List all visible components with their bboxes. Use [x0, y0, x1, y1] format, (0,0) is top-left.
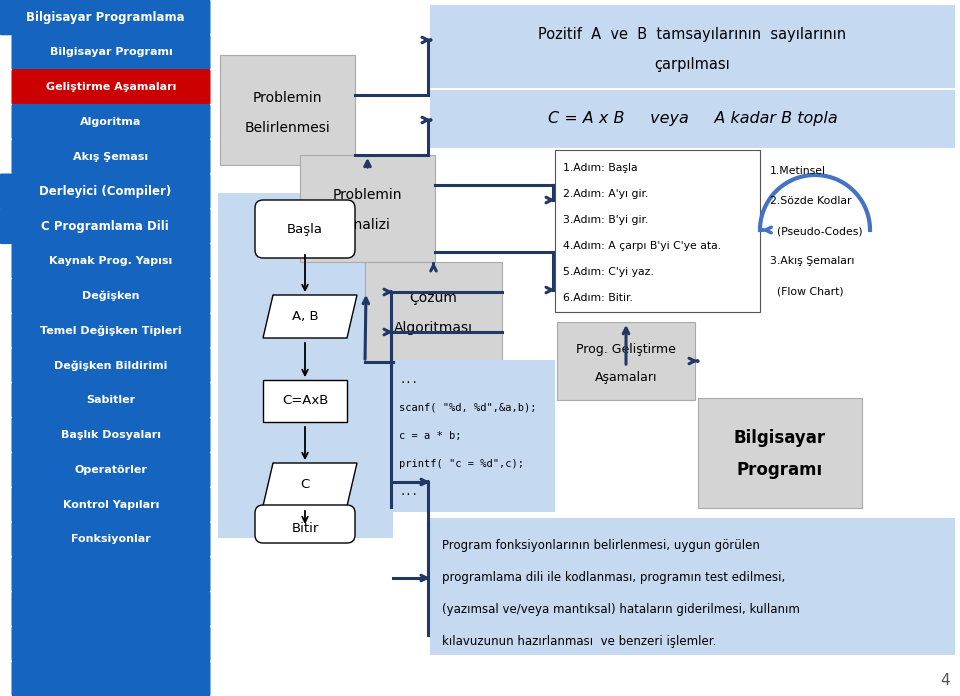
Text: 3.Adım: B'yi gir.: 3.Adım: B'yi gir.	[563, 215, 648, 225]
Text: C=AxB: C=AxB	[282, 395, 328, 407]
Text: Pozitif  A  ve  B  tamsayılarının  sayılarının: Pozitif A ve B tamsayılarının sayılarını…	[539, 28, 847, 42]
Bar	[220, 55, 355, 165]
Text: (Pseudo-Codes): (Pseudo-Codes)	[770, 226, 863, 236]
Text: Bilgisayar: Bilgisayar	[734, 429, 826, 447]
FancyBboxPatch shape	[12, 521, 210, 557]
Bar	[365, 262, 502, 362]
FancyBboxPatch shape	[12, 556, 210, 592]
Text: 6.Adım: Bitir.: 6.Adım: Bitir.	[563, 293, 633, 303]
Text: Fonksiyonlar: Fonksiyonlar	[71, 535, 151, 544]
Text: Kontrol Yapıları: Kontrol Yapıları	[62, 500, 159, 509]
Text: C: C	[300, 478, 310, 491]
Text: Algoritma: Algoritma	[81, 117, 142, 127]
Text: kılavuzunun hazırlanması  ve benzeri işlemler.: kılavuzunun hazırlanması ve benzeri işle…	[442, 635, 716, 649]
Text: C Programlama Dili: C Programlama Dili	[41, 220, 169, 232]
Text: Programı: Programı	[737, 461, 823, 479]
Text: 3.Akış Şemaları: 3.Akış Şemaları	[770, 256, 854, 266]
Text: ...: ...	[399, 487, 418, 497]
FancyBboxPatch shape	[12, 347, 210, 383]
Text: Operatörler: Operatörler	[75, 465, 148, 475]
Text: 4.Adım: A çarpı B'yi C'ye ata.: 4.Adım: A çarpı B'yi C'ye ata.	[563, 241, 721, 251]
Text: Algoritması: Algoritması	[394, 321, 473, 335]
FancyBboxPatch shape	[12, 591, 210, 627]
Bar	[263, 380, 347, 422]
Text: 4: 4	[941, 673, 950, 688]
Bar	[218, 193, 393, 538]
FancyBboxPatch shape	[0, 173, 210, 209]
Bar	[212, 0, 960, 696]
Text: Analizi: Analizi	[345, 218, 391, 232]
Text: 1.Metinsel: 1.Metinsel	[770, 166, 826, 176]
Text: C = A x B     veya     A kadar B topla: C = A x B veya A kadar B topla	[548, 111, 837, 127]
FancyBboxPatch shape	[12, 243, 210, 279]
Text: Değişken Bildirimi: Değişken Bildirimi	[55, 360, 168, 371]
FancyBboxPatch shape	[12, 417, 210, 453]
Text: ...: ...	[399, 375, 418, 385]
FancyBboxPatch shape	[12, 626, 210, 662]
Text: programlama dili ile kodlanması, programın test edilmesi,: programlama dili ile kodlanması, program…	[442, 571, 785, 585]
Bar	[393, 360, 555, 512]
Bar	[557, 322, 695, 400]
Bar	[430, 90, 955, 148]
Polygon shape	[263, 463, 357, 506]
Text: scanf( "%d, %d",&a,b);: scanf( "%d, %d",&a,b);	[399, 403, 537, 413]
Text: Bitir: Bitir	[291, 521, 319, 535]
FancyBboxPatch shape	[12, 104, 210, 140]
FancyBboxPatch shape	[12, 661, 210, 696]
Text: 5.Adım: C'yi yaz.: 5.Adım: C'yi yaz.	[563, 267, 654, 277]
Text: Akış Şeması: Akış Şeması	[73, 152, 149, 161]
FancyBboxPatch shape	[255, 200, 355, 258]
FancyBboxPatch shape	[12, 34, 210, 70]
Bar	[430, 5, 955, 88]
Text: 2.Sözde Kodlar: 2.Sözde Kodlar	[770, 196, 852, 206]
FancyBboxPatch shape	[0, 0, 210, 35]
Text: Bilgisayar Programı: Bilgisayar Programı	[50, 47, 173, 57]
Text: printf( "c = %d",c);: printf( "c = %d",c);	[399, 459, 524, 469]
FancyBboxPatch shape	[12, 382, 210, 418]
Polygon shape	[263, 295, 357, 338]
Text: Prog. Geliştirme: Prog. Geliştirme	[576, 344, 676, 356]
Text: (yazımsal ve/veya mantıksal) hataların giderilmesi, kullanım: (yazımsal ve/veya mantıksal) hataların g…	[442, 603, 800, 617]
Text: 1.Adım: Başla: 1.Adım: Başla	[563, 163, 637, 173]
Bar	[698, 398, 862, 508]
Text: çarpılması: çarpılması	[655, 58, 731, 72]
Text: Aşamaları: Aşamaları	[595, 372, 658, 384]
FancyBboxPatch shape	[12, 313, 210, 349]
FancyBboxPatch shape	[12, 278, 210, 314]
FancyBboxPatch shape	[12, 69, 210, 105]
Text: Çözüm: Çözüm	[410, 291, 457, 305]
FancyBboxPatch shape	[0, 208, 210, 244]
Bar	[555, 150, 760, 312]
FancyBboxPatch shape	[12, 139, 210, 175]
Text: Temel Değişken Tipleri: Temel Değişken Tipleri	[40, 325, 181, 336]
Text: 2.Adım: A'yı gir.: 2.Adım: A'yı gir.	[563, 189, 648, 199]
Text: Problemin: Problemin	[333, 188, 402, 202]
Text: Belirlenmesi: Belirlenmesi	[245, 121, 330, 135]
Text: Başlık Dosyaları: Başlık Dosyaları	[61, 430, 161, 440]
Text: Değişken: Değişken	[83, 290, 140, 301]
Bar	[430, 518, 955, 655]
Text: Geliştirme Aşamaları: Geliştirme Aşamaları	[46, 82, 177, 92]
Text: (Flow Chart): (Flow Chart)	[770, 286, 844, 296]
Text: Derleyici (Compiler): Derleyici (Compiler)	[38, 185, 171, 198]
Text: Problemin: Problemin	[252, 91, 323, 105]
Text: Başla: Başla	[287, 223, 323, 235]
FancyBboxPatch shape	[12, 487, 210, 523]
FancyBboxPatch shape	[12, 452, 210, 488]
Text: Program fonksiyonlarının belirlenmesi, uygun görülen: Program fonksiyonlarının belirlenmesi, u…	[442, 539, 760, 553]
Text: Sabitler: Sabitler	[86, 395, 135, 405]
Text: A, B: A, B	[292, 310, 319, 323]
Text: Bilgisayar Programlama: Bilgisayar Programlama	[26, 11, 184, 24]
Text: Kaynak Prog. Yapısı: Kaynak Prog. Yapısı	[49, 256, 173, 266]
FancyBboxPatch shape	[255, 505, 355, 543]
Text: c = a * b;: c = a * b;	[399, 431, 462, 441]
Bar	[300, 155, 435, 262]
